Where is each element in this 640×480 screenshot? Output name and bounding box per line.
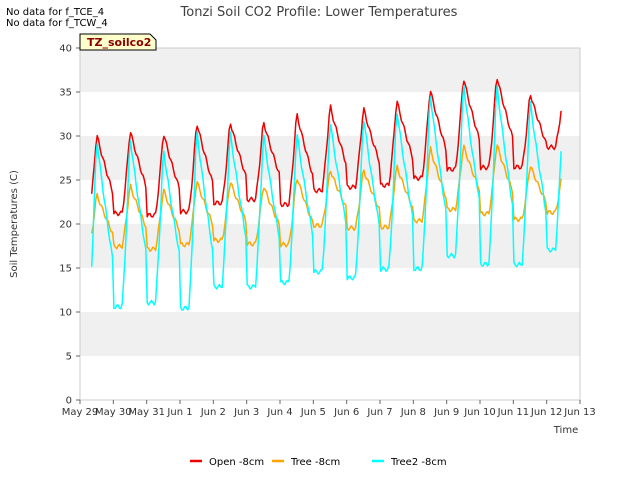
x-tick-label: Jun 8 bbox=[400, 407, 426, 418]
x-tick-label: Jun 6 bbox=[333, 407, 359, 418]
grid-band bbox=[80, 356, 580, 400]
x-tick-label: May 29 bbox=[62, 407, 99, 418]
x-tick-label: Jun 5 bbox=[300, 407, 326, 418]
site-tag-box bbox=[79, 33, 157, 51]
grid-band bbox=[80, 180, 580, 224]
y-tick-label: 25 bbox=[59, 176, 72, 187]
grid-band bbox=[80, 48, 580, 92]
grid-band bbox=[80, 224, 580, 268]
legend: Open -8cm Tree -8cm Tree2 -8cm bbox=[190, 457, 447, 468]
x-tick-label: May 30 bbox=[95, 407, 132, 418]
x-axis-label: Time bbox=[553, 425, 578, 436]
y-tick-label: 35 bbox=[59, 88, 72, 99]
x-tick-label: Jun 4 bbox=[266, 407, 292, 418]
y-tick-label: 5 bbox=[66, 352, 72, 363]
legend-label: Tree2 -8cm bbox=[390, 457, 447, 468]
y-tick-label: 40 bbox=[59, 44, 72, 55]
grid-band bbox=[80, 312, 580, 356]
no-data-message-2: No data for f_TCW_4 bbox=[6, 18, 108, 29]
y-tick-label: 15 bbox=[59, 264, 72, 275]
y-axis: 0 5 10 15 20 25 30 35 40 bbox=[59, 44, 80, 407]
x-tick-label: Jun 9 bbox=[433, 407, 459, 418]
y-tick-label: 30 bbox=[59, 132, 72, 143]
x-tick-label: May 31 bbox=[128, 407, 165, 418]
y-tick-label: 20 bbox=[59, 220, 72, 231]
legend-label: Open -8cm bbox=[209, 457, 264, 468]
y-axis-label: Soil Temperatures (C) bbox=[9, 170, 20, 278]
x-tick-label: Jun 12 bbox=[530, 407, 563, 418]
x-tick-label: Jun 1 bbox=[166, 407, 192, 418]
chart-title: Tonzi Soil CO2 Profile: Lower Temperatur… bbox=[180, 5, 458, 20]
legend-label: Tree -8cm bbox=[290, 457, 340, 468]
x-tick-label: Jun 3 bbox=[233, 407, 259, 418]
x-tick-label: Jun 10 bbox=[463, 407, 496, 418]
x-tick-label: Jun 7 bbox=[366, 407, 392, 418]
series-line-1 bbox=[90, 78, 562, 218]
x-tick-label: Jun 2 bbox=[200, 407, 226, 418]
series-line-3 bbox=[90, 84, 562, 311]
y-tick-label: 10 bbox=[59, 308, 72, 319]
grid-band bbox=[80, 268, 580, 312]
no-data-message-1: No data for f_TCE_4 bbox=[6, 7, 105, 18]
plot-background-bands bbox=[80, 48, 580, 400]
x-tick-label: Jun 11 bbox=[497, 407, 530, 418]
series-lines bbox=[90, 78, 562, 311]
x-tick-label: Jun 13 bbox=[563, 407, 596, 418]
site-tag-label: TZ_soilco2 bbox=[87, 36, 151, 49]
y-tick-label: 0 bbox=[66, 396, 72, 407]
site-tag: TZ_soilco2 bbox=[79, 33, 157, 51]
